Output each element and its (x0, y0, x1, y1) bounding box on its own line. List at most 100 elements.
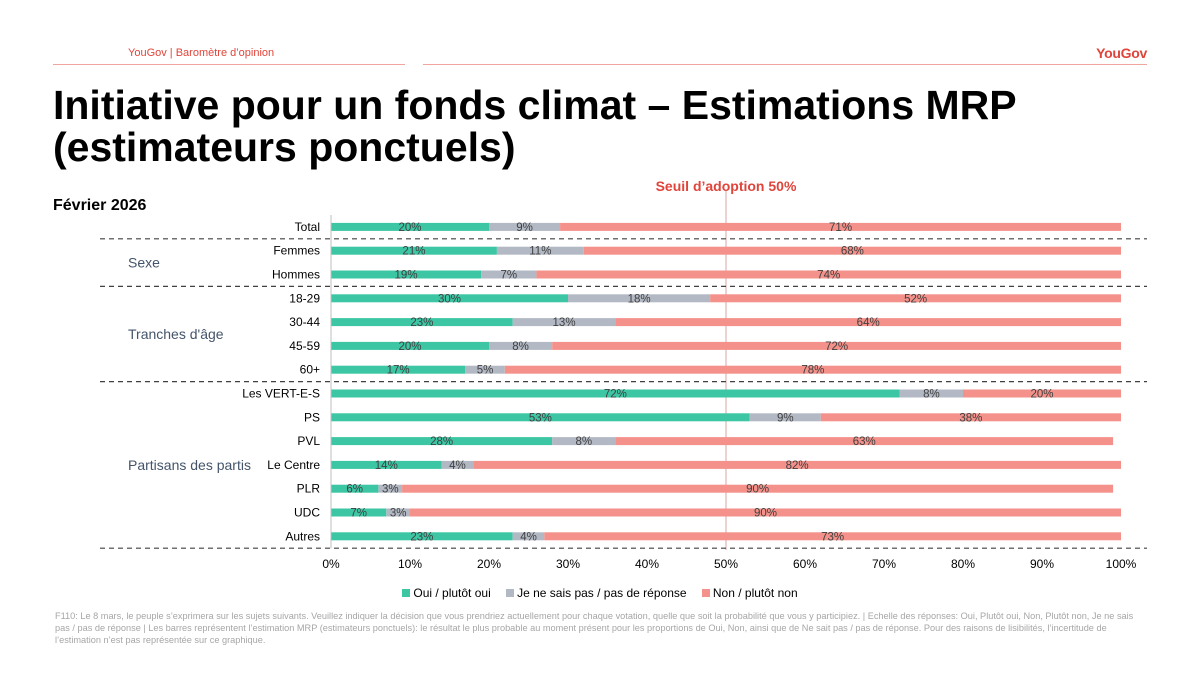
bar-autres-s0 (331, 532, 513, 541)
category-label-ps: PS (304, 410, 320, 424)
legend-label-non: Non / plutôt non (712, 586, 798, 600)
x-tick-label-7: 70% (872, 557, 896, 571)
bar-hommes-s0 (331, 270, 482, 279)
bar-total-s0 (331, 222, 489, 231)
legend-swatch-nsp (506, 589, 515, 597)
bar-45-59-s2 (552, 341, 1121, 350)
data-label-60-s1: 5% (477, 365, 494, 377)
data-label-femmes-s2: 68% (841, 246, 864, 258)
data-label-le-centre-s1: 4% (449, 460, 466, 472)
bar-total-s1 (489, 222, 561, 231)
category-label-les-vert-e-s: Les VERT-E-S (242, 387, 320, 401)
data-label-pvl-s1: 8% (575, 436, 592, 448)
legend-swatch-non (701, 589, 710, 597)
bar-30-44-s2 (615, 318, 1121, 327)
chart-subtitle: Février 2026 (53, 197, 147, 214)
data-label-total-s1: 9% (516, 222, 533, 234)
bar-hommes-s1 (481, 270, 537, 279)
data-label-ps-s1: 9% (777, 412, 794, 424)
bar-hommes-s2 (536, 270, 1121, 279)
bar-autres-s2 (544, 532, 1121, 541)
bar-30-44-s0 (331, 318, 513, 327)
header-rule-left (53, 64, 405, 65)
footnote: F110: Le 8 mars, le peuple s’exprimera s… (55, 611, 1134, 645)
data-label-le-centre-s2: 82% (786, 460, 809, 472)
bar-pvl-s2 (615, 437, 1114, 446)
data-label-45-59-s0: 20% (398, 341, 421, 353)
data-label-ps-s2: 38% (959, 412, 982, 424)
bar-femmes-s0 (331, 246, 497, 255)
data-label-udc-s1: 3% (390, 508, 407, 520)
legend-item-non: Non / plutôt non (701, 586, 798, 600)
group-label-tranches-d-age: Tranches d'âge (128, 326, 224, 342)
bar-ps-s2 (820, 413, 1121, 422)
bar-60-s0 (331, 365, 466, 374)
bar-le-centre-s0 (331, 460, 442, 469)
bar-udc-s0 (331, 508, 387, 517)
bar-les-vert-e-s-s0 (331, 389, 900, 398)
bar-pvl-s0 (331, 437, 553, 446)
data-label-le-centre-s0: 14% (375, 460, 398, 472)
category-label-total: Total (295, 220, 320, 234)
data-label-autres-s0: 23% (410, 531, 433, 543)
legend-item-oui: Oui / plutôt oui (402, 586, 491, 600)
data-label-total-s2: 71% (829, 222, 852, 234)
category-label-le-centre: Le Centre (267, 458, 320, 472)
data-label-autres-s1: 4% (520, 531, 537, 543)
data-label-autres-s2: 73% (821, 531, 844, 543)
data-label-plr-s1: 3% (382, 484, 399, 496)
bar-60-s2 (504, 365, 1121, 374)
data-label-ps-s0: 53% (529, 412, 552, 424)
bar-les-vert-e-s-s1 (899, 389, 963, 398)
page-title: Initiative pour un fonds climat – Estima… (53, 82, 1016, 170)
data-label-hommes-s0: 19% (395, 270, 418, 282)
category-label-60: 60+ (300, 363, 320, 377)
category-label-femmes: Femmes (273, 244, 320, 258)
group-label-partisans-des-partis: Partisans des partis (128, 457, 251, 473)
data-label-pvl-s0: 28% (430, 436, 453, 448)
header-source: YouGov | Baromètre d’opinion (128, 47, 275, 59)
bar-pvl-s1 (552, 437, 616, 446)
threshold-label: Seuil d’adoption 50% (655, 178, 797, 194)
category-label-45-59: 45-59 (289, 339, 320, 353)
category-label-autres: Autres (285, 529, 320, 543)
bar-ps-s1 (749, 413, 821, 422)
bar-plr-s1 (378, 484, 403, 493)
bar-18-29-s2 (710, 294, 1121, 303)
x-tick-label-8: 80% (951, 557, 975, 571)
data-label-femmes-s1: 11% (529, 246, 551, 258)
data-label-45-59-s2: 72% (825, 341, 848, 353)
x-tick-label-3: 30% (556, 557, 580, 571)
bar-60-s1 (465, 365, 505, 374)
data-label-les-vert-e-s-s2: 20% (1030, 389, 1053, 401)
data-label-pvl-s2: 63% (853, 436, 876, 448)
x-tick-label-1: 10% (398, 557, 422, 571)
legend-swatch-oui (402, 589, 411, 597)
bar-femmes-s1 (496, 246, 584, 255)
legend-label-nsp: Je ne sais pas / pas de réponse (517, 586, 687, 600)
bar-femmes-s2 (583, 246, 1121, 255)
bar-plr-s0 (331, 484, 379, 493)
bar-les-vert-e-s-s2 (963, 389, 1121, 398)
data-label-hommes-s1: 7% (500, 270, 517, 282)
bar-udc-s2 (410, 508, 1121, 517)
bar-18-29-s1 (568, 294, 711, 303)
bar-45-59-s0 (331, 341, 489, 350)
data-label-les-vert-e-s-s0: 72% (604, 389, 627, 401)
bar-45-59-s1 (489, 341, 553, 350)
legend-label-oui: Oui / plutôt oui (413, 586, 491, 600)
data-label-18-29-s2: 52% (904, 293, 927, 305)
data-label-18-29-s1: 18% (628, 293, 651, 305)
bar-18-29-s0 (331, 294, 568, 303)
data-label-les-vert-e-s-s1: 8% (923, 389, 940, 401)
header-rule-right (423, 64, 1147, 65)
data-label-60-s2: 78% (801, 365, 824, 377)
data-label-18-29-s0: 30% (438, 293, 461, 305)
yougov-logo: YouGov (1096, 45, 1147, 61)
bar-plr-s2 (402, 484, 1114, 493)
x-tick-label-0: 0% (322, 557, 340, 571)
chart-legend: Oui / plutôt oui Je ne sais pas / pas de… (0, 586, 1200, 600)
x-tick-label-2: 20% (477, 557, 501, 571)
data-label-30-44-s1: 13% (553, 317, 576, 329)
